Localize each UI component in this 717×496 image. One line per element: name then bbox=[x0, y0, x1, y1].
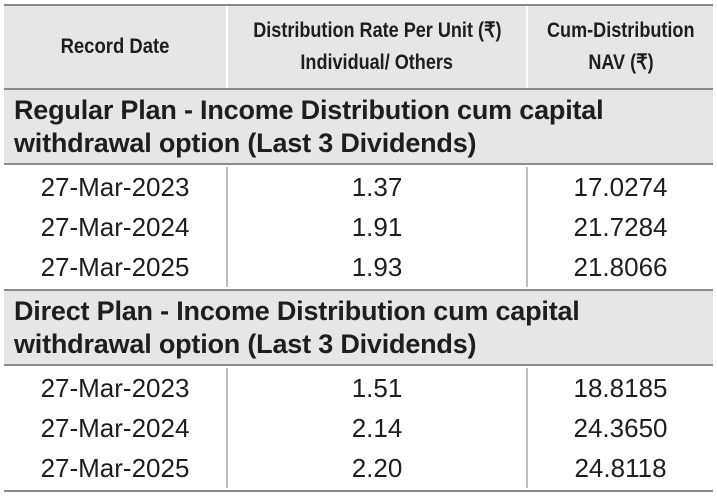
table-row: 27-Mar-2024 2.14 24.3650 bbox=[4, 408, 713, 448]
distribution-rate-cell: 1.37 bbox=[226, 167, 528, 207]
record-date-label: Record Date bbox=[60, 35, 170, 58]
record-date-cell: 27-Mar-2024 bbox=[40, 412, 190, 443]
distribution-rate-cell: 2.20 bbox=[226, 448, 528, 488]
table-header: Record Date Distribution Rate Per Unit (… bbox=[4, 4, 713, 90]
distribution-rate-cell: 2.14 bbox=[226, 408, 528, 448]
column-header-record-date: Record Date bbox=[17, 6, 212, 88]
nav-cell: 17.0274 bbox=[573, 171, 668, 202]
section-rows-direct-plan: 27-Mar-2023 1.51 18.8185 27-Mar-2024 2.1… bbox=[4, 366, 713, 492]
individual-others-label: Individual/ Others bbox=[300, 51, 454, 74]
nav-cell: 21.7284 bbox=[573, 211, 668, 242]
record-date-cell: 27-Mar-2025 bbox=[40, 452, 190, 483]
nav-cell: 24.8118 bbox=[574, 452, 667, 483]
record-date-cell: 27-Mar-2023 bbox=[40, 171, 190, 202]
record-date-cell: 27-Mar-2024 bbox=[40, 211, 190, 242]
section-title-direct-plan: Direct Plan - Income Distribution cum ca… bbox=[4, 291, 713, 366]
dividend-history-table: Record Date Distribution Rate Per Unit (… bbox=[4, 4, 713, 492]
table-row: 27-Mar-2025 2.20 24.8118 bbox=[4, 448, 713, 488]
section-title-regular-plan: Regular Plan - Income Distribution cum c… bbox=[4, 90, 713, 165]
table-row: 27-Mar-2025 1.93 21.8066 bbox=[4, 247, 713, 287]
distribution-rate-cell: 1.93 bbox=[226, 247, 528, 287]
table-row: 27-Mar-2023 1.37 17.0274 bbox=[4, 167, 713, 207]
distribution-rate-cell: 1.51 bbox=[226, 368, 528, 408]
nav-cell: 24.3650 bbox=[573, 412, 668, 443]
record-date-cell: 27-Mar-2025 bbox=[40, 251, 190, 282]
nav-cell: 21.8066 bbox=[573, 251, 668, 282]
table-row: 27-Mar-2024 1.91 21.7284 bbox=[4, 207, 713, 247]
column-header-distribution-rate: Distribution Rate Per Unit (₹) Individua… bbox=[226, 6, 528, 88]
section-rows-regular-plan: 27-Mar-2023 1.37 17.0274 27-Mar-2024 1.9… bbox=[4, 165, 713, 291]
nav-cell: 18.8185 bbox=[573, 372, 668, 403]
nav-label: NAV (₹) bbox=[587, 51, 654, 74]
table-row: 27-Mar-2023 1.51 18.8185 bbox=[4, 368, 713, 408]
cum-distribution-label: Cum-Distribution bbox=[546, 19, 695, 42]
record-date-cell: 27-Mar-2023 bbox=[40, 372, 190, 403]
column-header-cum-distribution-nav: Cum-Distribution NAV (₹) bbox=[528, 6, 713, 88]
distribution-rate-label: Distribution Rate Per Unit (₹) bbox=[252, 19, 502, 42]
distribution-rate-cell: 1.91 bbox=[226, 207, 528, 247]
